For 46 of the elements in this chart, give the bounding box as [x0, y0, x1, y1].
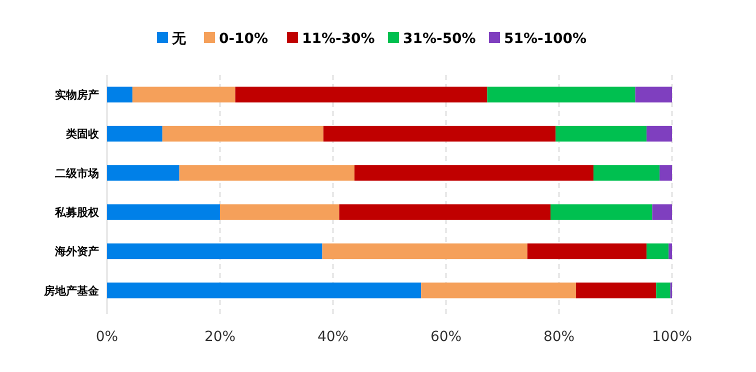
- bar: [107, 86, 132, 102]
- bar: [646, 126, 672, 142]
- bar: [107, 126, 162, 142]
- bar: [527, 243, 647, 260]
- bar: [421, 282, 576, 298]
- legend-label: 0-10%: [219, 31, 268, 47]
- legend-label: 无: [171, 31, 187, 47]
- x-tick-label: 60%: [430, 329, 462, 345]
- bar: [107, 165, 180, 181]
- bar: [162, 126, 324, 142]
- legend-label: 11%-30%: [302, 31, 375, 47]
- y-tick-label: 实物房产: [55, 88, 99, 102]
- bar: [107, 243, 322, 260]
- x-tick-label: 40%: [317, 329, 349, 345]
- bar: [235, 86, 488, 102]
- bar: [556, 126, 647, 142]
- y-tick-label: 私募股权: [54, 206, 100, 219]
- bar: [656, 282, 670, 298]
- bar: [323, 126, 556, 142]
- y-tick-label: 二级市场: [55, 166, 99, 180]
- bar: [339, 204, 551, 220]
- bar: [646, 243, 669, 260]
- x-tick-label: 20%: [204, 329, 236, 345]
- y-tick-label: 类固收: [65, 128, 100, 141]
- legend-label: 31%-50%: [403, 31, 476, 47]
- bar: [132, 86, 236, 102]
- legend-label: 51%-100%: [504, 31, 587, 47]
- bar: [107, 204, 220, 220]
- x-tick-label: 80%: [543, 329, 575, 345]
- y-tick-label: 海外资产: [54, 245, 99, 258]
- x-tick-label: 100%: [652, 329, 692, 345]
- bar: [179, 165, 354, 181]
- bar: [635, 86, 672, 102]
- bar: [107, 282, 422, 298]
- y-tick-label: 房地产基金: [43, 284, 100, 298]
- bar: [354, 165, 594, 181]
- bar: [668, 243, 672, 260]
- bar: [322, 243, 528, 260]
- bar: [487, 86, 636, 102]
- x-tick-label: 0%: [96, 329, 118, 345]
- bar: [550, 204, 652, 220]
- bar: [220, 204, 340, 220]
- bar: [576, 282, 656, 298]
- bar: [660, 165, 672, 181]
- bar: [652, 204, 672, 220]
- bar: [593, 165, 660, 181]
